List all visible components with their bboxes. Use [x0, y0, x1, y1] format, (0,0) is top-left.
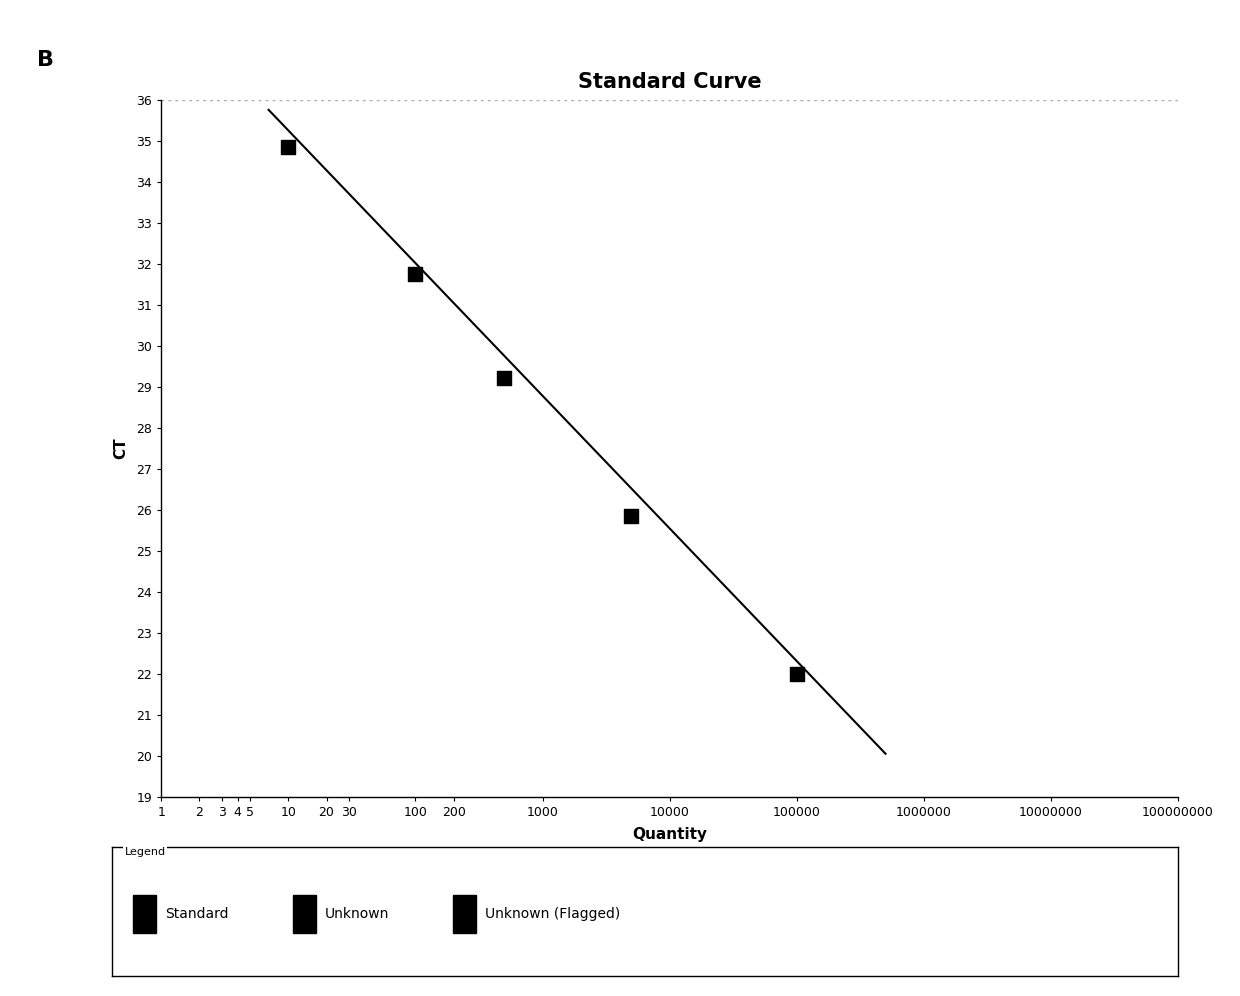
Text: B: B — [37, 50, 55, 70]
Bar — [453, 894, 476, 933]
X-axis label: Quantity: Quantity — [632, 827, 707, 843]
Y-axis label: CT: CT — [113, 437, 128, 459]
Text: Unknown: Unknown — [325, 907, 389, 921]
Point — [621, 508, 641, 524]
Text: Standard: Standard — [165, 907, 228, 921]
Point — [495, 371, 515, 386]
Title: Standard Curve: Standard Curve — [578, 73, 761, 93]
Bar — [293, 894, 316, 933]
Point — [405, 266, 425, 282]
Point — [787, 665, 807, 681]
Point — [278, 138, 299, 154]
Text: Legend: Legend — [124, 847, 165, 857]
Text: Unknown (Flagged): Unknown (Flagged) — [485, 907, 620, 921]
Bar — [133, 894, 156, 933]
